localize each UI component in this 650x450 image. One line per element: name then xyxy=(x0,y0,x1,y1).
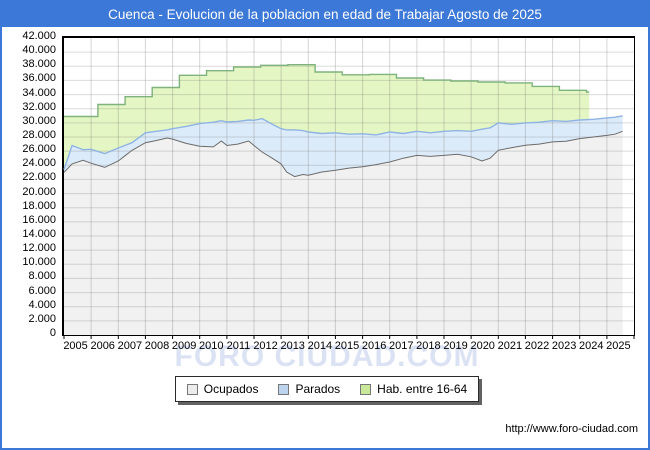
y-tick-label: 22.000 xyxy=(22,171,56,184)
x-tick-label: 2013 xyxy=(280,340,305,352)
y-tick-label: 32.000 xyxy=(22,100,56,113)
parados-line xyxy=(63,115,623,170)
x-tick-label: 2014 xyxy=(307,340,333,352)
y-tick-label: 30.000 xyxy=(22,114,56,127)
x-tick-label: 2016 xyxy=(361,340,387,352)
y-tick-label: 4.000 xyxy=(28,298,56,311)
y-tick-label: 16.000 xyxy=(22,213,56,226)
watermark: FORO CIUDAD.COM xyxy=(174,340,480,373)
x-tick-label: 2022 xyxy=(524,340,550,352)
y-tick-label: 38.000 xyxy=(22,58,56,71)
plot-area xyxy=(62,36,635,339)
x-tick-label: 2007 xyxy=(117,340,143,352)
x-tick-label: 2018 xyxy=(416,340,441,352)
legend-label: Ocupados xyxy=(203,382,259,396)
y-tick-label: 26.000 xyxy=(22,143,56,156)
y-tick-label: 42.000 xyxy=(22,30,56,42)
site-url[interactable]: http://www.foro-ciudad.com xyxy=(505,423,638,435)
x-tick-label: 2009 xyxy=(171,340,197,352)
x-tick-label: 2023 xyxy=(551,340,577,352)
x-tick-label: 2011 xyxy=(226,340,251,352)
x-tick-label: 2006 xyxy=(90,340,115,352)
x-tick-label: 2021 xyxy=(497,340,523,352)
y-tick-label: 18.000 xyxy=(22,199,56,212)
hab-16-64-line xyxy=(64,64,590,118)
y-tick-label: 40.000 xyxy=(22,44,56,57)
legend-label: Parados xyxy=(295,382,341,396)
x-tick-label: 2019 xyxy=(443,340,468,352)
y-tick-label: 28.000 xyxy=(22,129,56,141)
y-tick-label: 2.000 xyxy=(28,312,56,325)
y-tick-label: 8.000 xyxy=(28,270,56,283)
ocupados-area xyxy=(64,131,623,335)
legend-item-hab-entre-16-64: Hab. entre 16-64 xyxy=(360,382,467,396)
legend-item-parados: Parados xyxy=(278,382,340,396)
x-tick-label: 2010 xyxy=(199,340,224,352)
y-tick-label: 14.000 xyxy=(22,228,56,240)
x-tick-label: 2008 xyxy=(144,340,170,352)
legend-label: Hab. entre 16-64 xyxy=(377,382,468,396)
x-tick-label: 2017 xyxy=(389,340,414,352)
legend-swatch-icon xyxy=(186,383,198,395)
ocupados-line xyxy=(63,130,623,178)
y-tick-label: 10.000 xyxy=(22,256,56,269)
x-tick-label: 2025 xyxy=(606,340,631,352)
y-tick-label: 36.000 xyxy=(22,72,56,85)
x-tick-label: 2015 xyxy=(334,340,360,352)
chart-title: Cuenca - Evolucion de la poblacion en ed… xyxy=(2,2,648,27)
legend-item-ocupados: Ocupados xyxy=(186,382,259,396)
y-tick-label: 6.000 xyxy=(28,284,56,297)
legend: Ocupados Parados Hab. entre 16-64 xyxy=(175,376,479,402)
legend-swatch-icon xyxy=(360,383,372,395)
y-tick-label: 34.000 xyxy=(22,86,56,99)
chart-svg xyxy=(63,38,635,339)
y-tick-label: 0 xyxy=(49,327,56,339)
x-tick-label: 2020 xyxy=(470,340,495,352)
x-tick-label: 2012 xyxy=(253,340,278,352)
y-tick-label: 24.000 xyxy=(22,157,56,170)
legend-swatch-icon xyxy=(278,383,290,395)
y-tick-label: 12.000 xyxy=(22,242,56,255)
x-tick-label: 2024 xyxy=(579,340,604,352)
y-tick-label: 20.000 xyxy=(22,185,56,198)
x-tick-label: 2005 xyxy=(63,340,88,352)
